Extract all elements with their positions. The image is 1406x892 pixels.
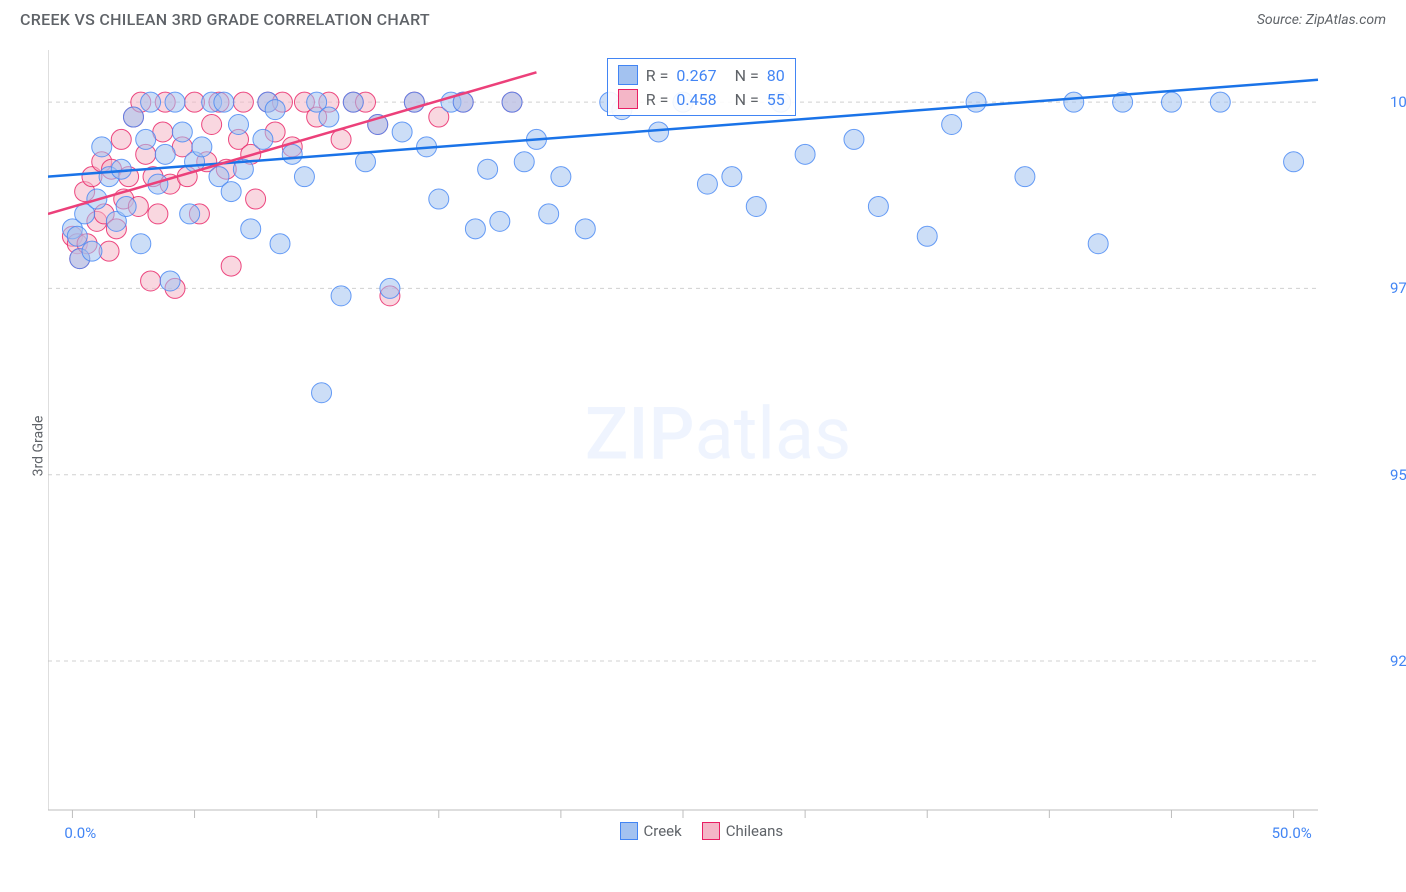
series-legend: Creek Chileans xyxy=(620,822,784,840)
x-min-label: 0.0% xyxy=(64,824,96,842)
legend-item: Creek xyxy=(620,822,682,840)
chart-header: CREEK VS CHILEAN 3RD GRADE CORRELATION C… xyxy=(0,0,1406,37)
y-tick-label: 100.0% xyxy=(1390,93,1406,111)
y-tick-label: 95.0% xyxy=(1390,466,1406,484)
chart-container: ZIPatlas R =0.267N =80R =0.458N =55 92.5… xyxy=(48,50,1388,850)
chart-source: Source: ZipAtlas.com xyxy=(1257,12,1386,28)
y-tick-label: 97.5% xyxy=(1390,279,1406,297)
y-tick-label: 92.5% xyxy=(1390,652,1406,670)
stats-row: R =0.458N =55 xyxy=(618,87,785,111)
x-max-label: 50.0% xyxy=(1272,824,1312,842)
stats-legend: R =0.267N =80R =0.458N =55 xyxy=(607,58,796,116)
legend-item: Chileans xyxy=(702,822,783,840)
y-axis-label: 3rd Grade xyxy=(30,416,46,477)
chart-title: CREEK VS CHILEAN 3RD GRADE CORRELATION C… xyxy=(20,10,430,29)
stats-row: R =0.267N =80 xyxy=(618,63,785,87)
scatter-chart xyxy=(48,50,1388,850)
